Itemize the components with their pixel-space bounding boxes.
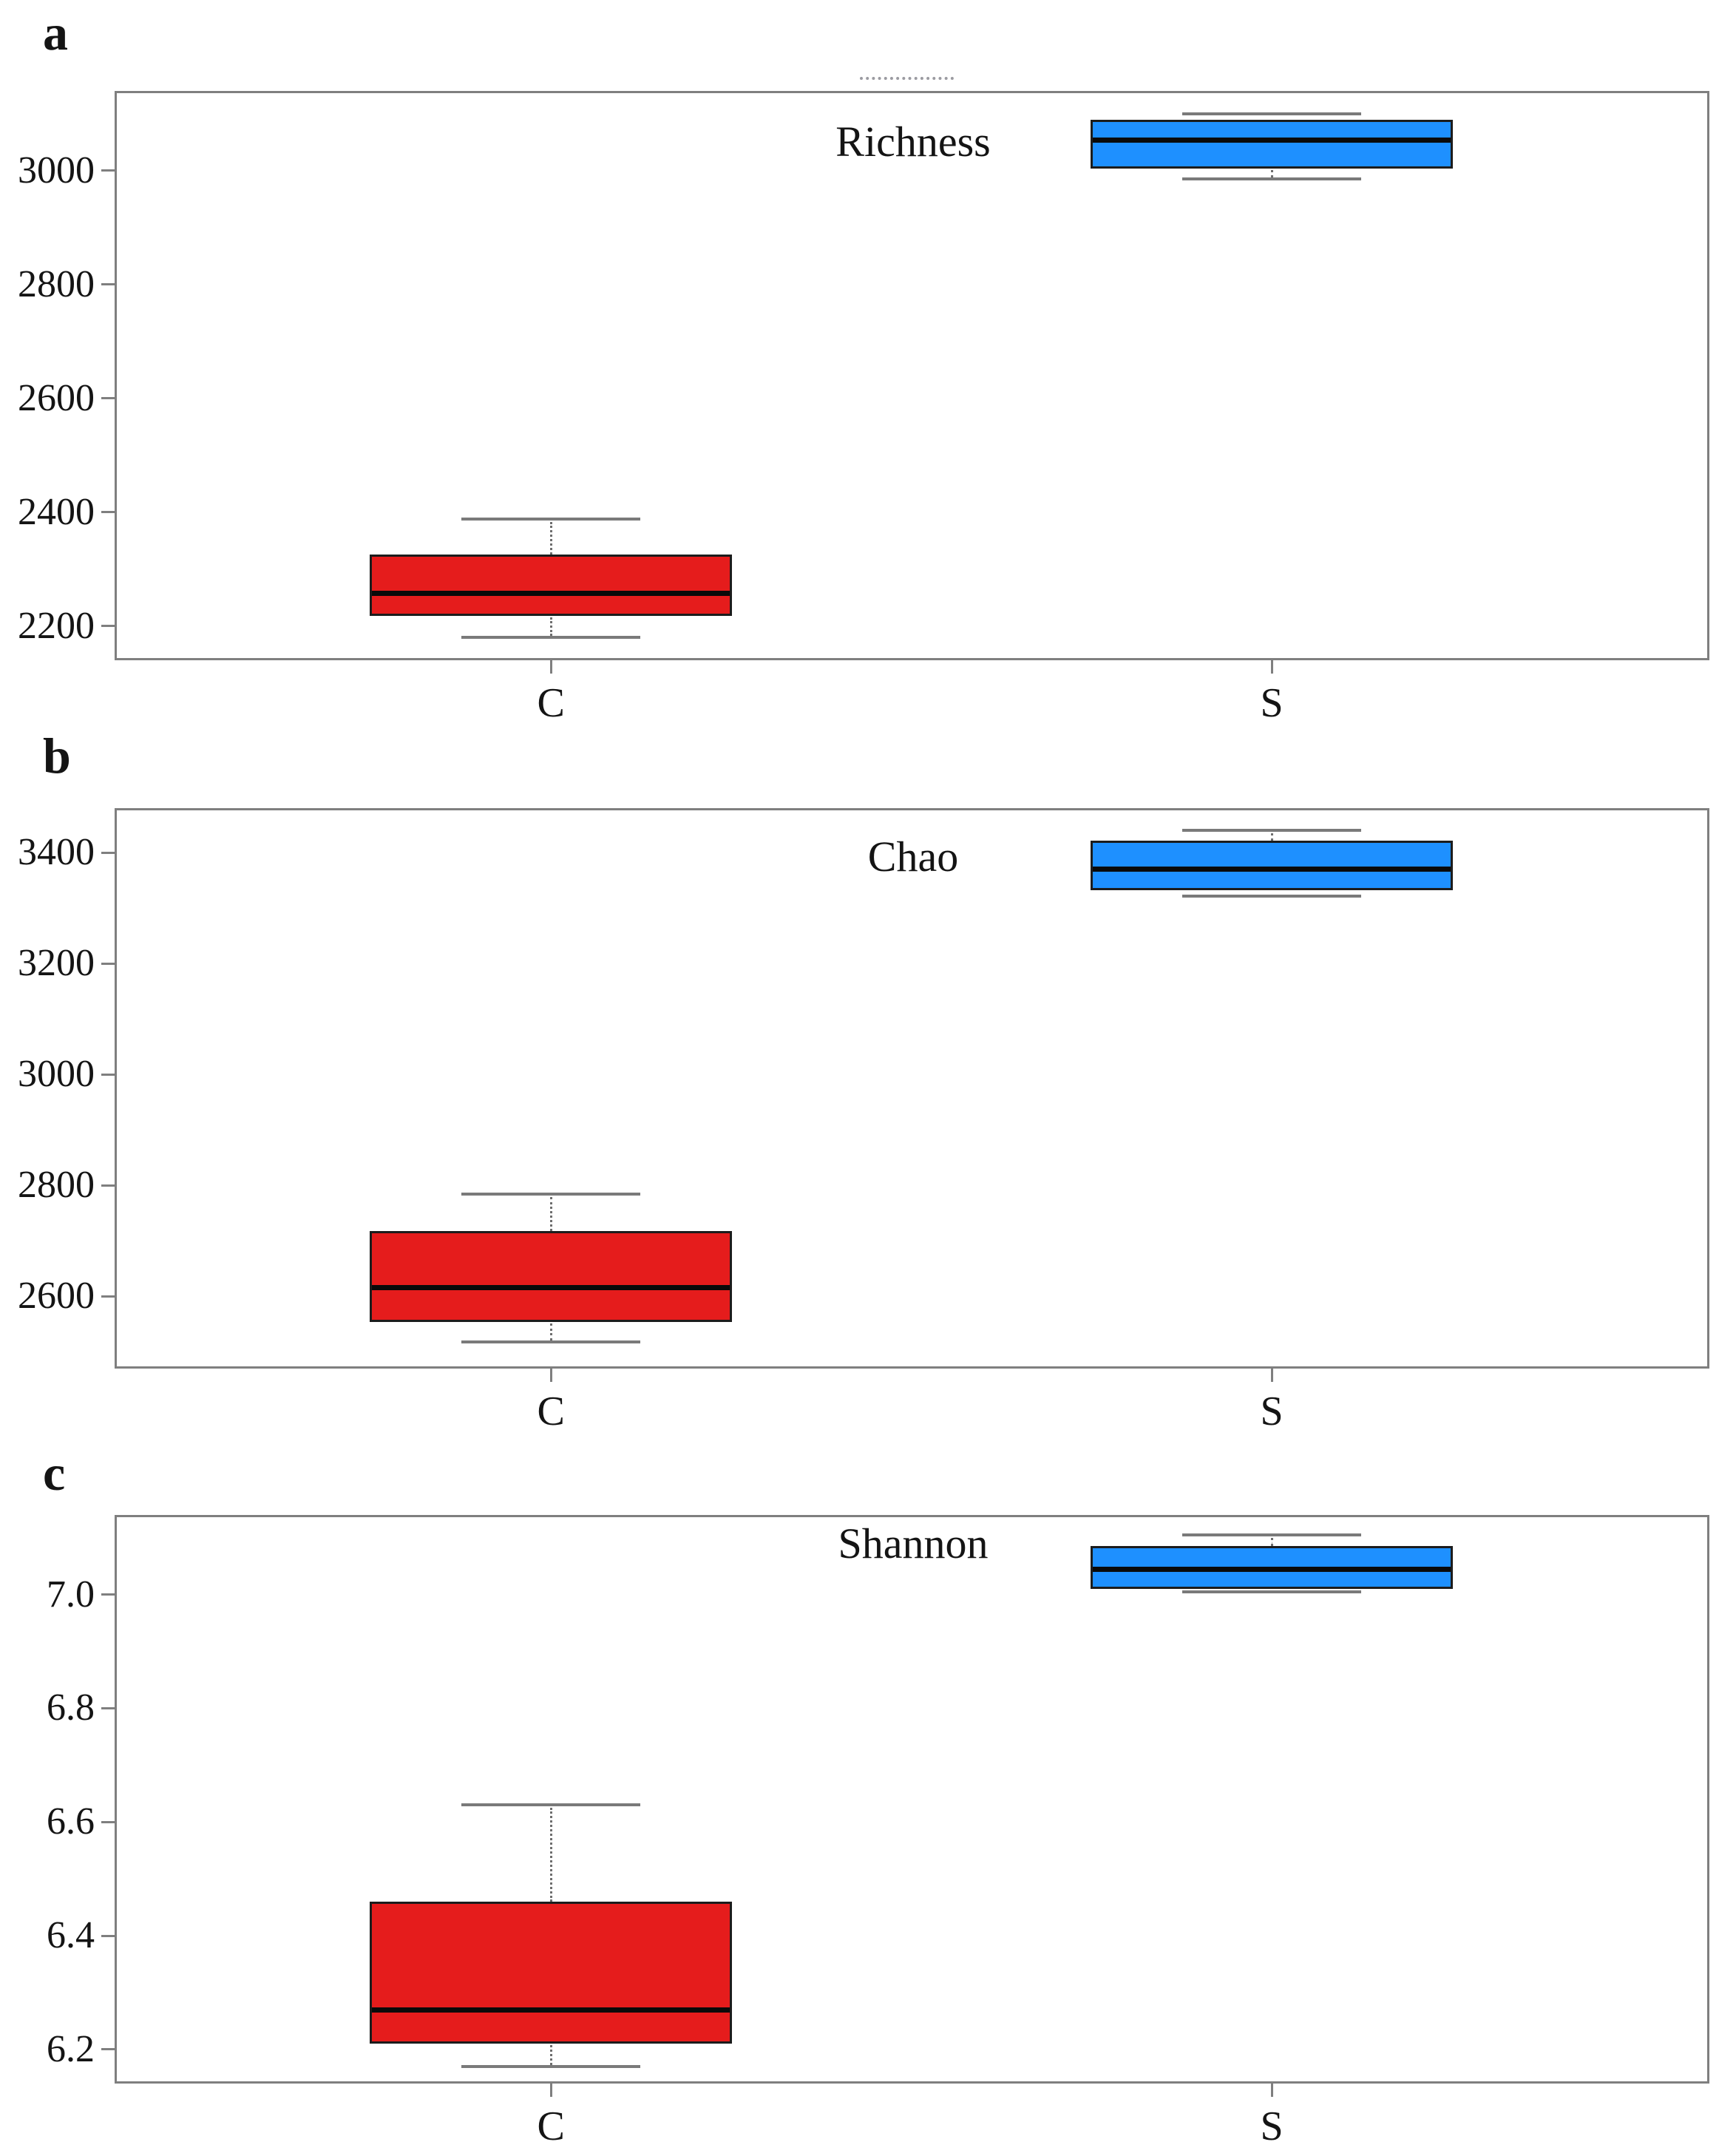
median-line-C: [372, 1284, 730, 1290]
plot-title-a: Richness: [835, 118, 991, 166]
y-tick-label: 2600: [18, 1275, 95, 1318]
whisker-line-lower: [1270, 170, 1273, 178]
x-tick-mark: [549, 2084, 552, 2097]
plot-frame-b: [115, 808, 1709, 1369]
whisker-line-upper: [549, 1197, 552, 1231]
boxplot-box-C: [370, 554, 733, 616]
whisker-cap-lower: [1182, 1590, 1362, 1593]
y-tick-mark: [101, 397, 115, 400]
whisker-cap-lower: [1182, 894, 1362, 898]
y-tick-mark: [101, 2048, 115, 2051]
y-tick-label: 6.8: [47, 1687, 95, 1729]
y-tick-mark: [101, 962, 115, 965]
x-tick-mark: [549, 1369, 552, 1382]
boxplot-box-S: [1091, 119, 1454, 169]
x-tick-mark: [549, 660, 552, 674]
y-tick-mark: [101, 625, 115, 628]
y-tick-mark: [101, 1593, 115, 1596]
median-line-S: [1093, 138, 1451, 143]
panel-letter-a: a: [43, 4, 68, 61]
y-tick-mark: [101, 1706, 115, 1709]
boxplot-box-C: [370, 1230, 733, 1322]
whisker-line-upper: [549, 522, 552, 555]
plot-title-c: Shannon: [838, 1519, 989, 1567]
y-tick-mark: [101, 851, 115, 854]
whisker-line-lower: [549, 617, 552, 637]
y-tick-mark: [101, 169, 115, 172]
y-tick-mark: [101, 1934, 115, 1937]
plot-frame-a: [115, 91, 1709, 660]
x-tick-mark: [1270, 660, 1273, 674]
y-tick-label: 3000: [18, 149, 95, 191]
y-tick-label: 6.2: [47, 2027, 95, 2070]
y-tick-label: 2200: [18, 604, 95, 647]
y-tick-mark: [101, 511, 115, 514]
x-tick-mark: [1270, 1369, 1273, 1382]
y-tick-mark: [101, 283, 115, 286]
whisker-line-upper: [1270, 1537, 1273, 1547]
median-line-S: [1093, 867, 1451, 872]
y-tick-mark: [101, 1295, 115, 1298]
y-tick-mark: [101, 1184, 115, 1187]
whisker-line-upper: [1270, 833, 1273, 841]
y-tick-mark: [101, 1820, 115, 1823]
plot-title-b: Chao: [867, 833, 959, 881]
whisker-cap-upper: [461, 1803, 641, 1807]
median-line-C: [372, 2007, 730, 2013]
whisker-cap-lower: [1182, 177, 1362, 181]
y-tick-label: 3000: [18, 1053, 95, 1096]
boxplot-box-C: [370, 1901, 733, 2044]
y-tick-label: 6.6: [47, 1800, 95, 1843]
y-tick-label: 7.0: [47, 1573, 95, 1616]
clipped-text-artifact: [860, 77, 954, 80]
plot-frame-c: [115, 1515, 1709, 2084]
whisker-cap-upper: [1182, 829, 1362, 833]
whisker-cap-lower: [461, 2064, 641, 2068]
y-tick-mark: [101, 1073, 115, 1076]
x-tick-label-S: S: [1260, 680, 1284, 726]
y-tick-label: 2400: [18, 490, 95, 533]
median-line-S: [1093, 1566, 1451, 1572]
whisker-cap-upper: [1182, 112, 1362, 115]
whisker-cap-upper: [1182, 1533, 1362, 1536]
whisker-line-lower: [549, 2045, 552, 2065]
whisker-cap-upper: [461, 1193, 641, 1196]
y-tick-label: 3400: [18, 831, 95, 874]
whisker-line-lower: [549, 1323, 552, 1340]
y-tick-label: 2800: [18, 262, 95, 305]
x-tick-label-C: C: [537, 2104, 565, 2149]
x-tick-label-C: C: [537, 1389, 565, 1434]
panel-letter-b: b: [43, 728, 71, 784]
x-tick-label-C: C: [537, 680, 565, 726]
x-tick-label-S: S: [1260, 1389, 1284, 1434]
whisker-line-upper: [549, 1808, 552, 1902]
y-tick-label: 3200: [18, 942, 95, 985]
boxplot-box-S: [1091, 841, 1454, 891]
x-tick-label-S: S: [1260, 2104, 1284, 2149]
whisker-cap-lower: [461, 636, 641, 640]
y-tick-label: 2600: [18, 376, 95, 419]
y-tick-label: 6.4: [47, 1914, 95, 1957]
panel-letter-c: c: [43, 1445, 66, 1501]
x-tick-mark: [1270, 2084, 1273, 2097]
whisker-cap-upper: [461, 518, 641, 521]
y-tick-label: 2800: [18, 1164, 95, 1207]
whisker-cap-lower: [461, 1340, 641, 1343]
median-line-C: [372, 590, 730, 596]
